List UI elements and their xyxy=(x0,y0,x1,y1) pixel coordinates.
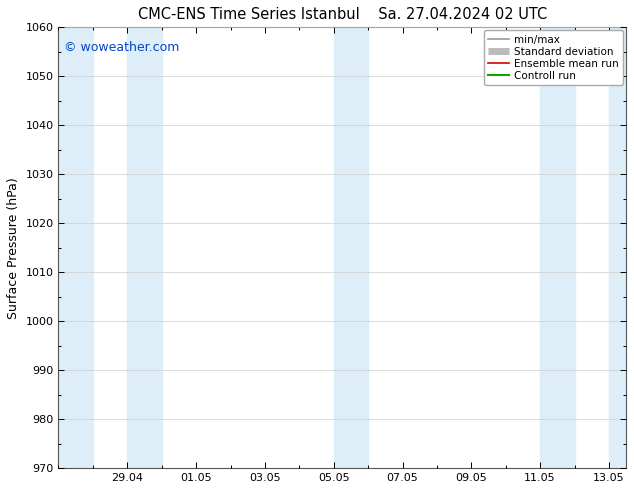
Bar xyxy=(58,27,93,468)
Bar xyxy=(609,27,626,468)
Title: CMC-ENS Time Series Istanbul    Sa. 27.04.2024 02 UTC: CMC-ENS Time Series Istanbul Sa. 27.04.2… xyxy=(138,7,547,22)
Text: © woweather.com: © woweather.com xyxy=(64,41,179,53)
Bar xyxy=(540,27,574,468)
Bar xyxy=(333,27,368,468)
Bar xyxy=(127,27,162,468)
Legend: min/max, Standard deviation, Ensemble mean run, Controll run: min/max, Standard deviation, Ensemble me… xyxy=(484,30,623,85)
Y-axis label: Surface Pressure (hPa): Surface Pressure (hPa) xyxy=(7,177,20,318)
